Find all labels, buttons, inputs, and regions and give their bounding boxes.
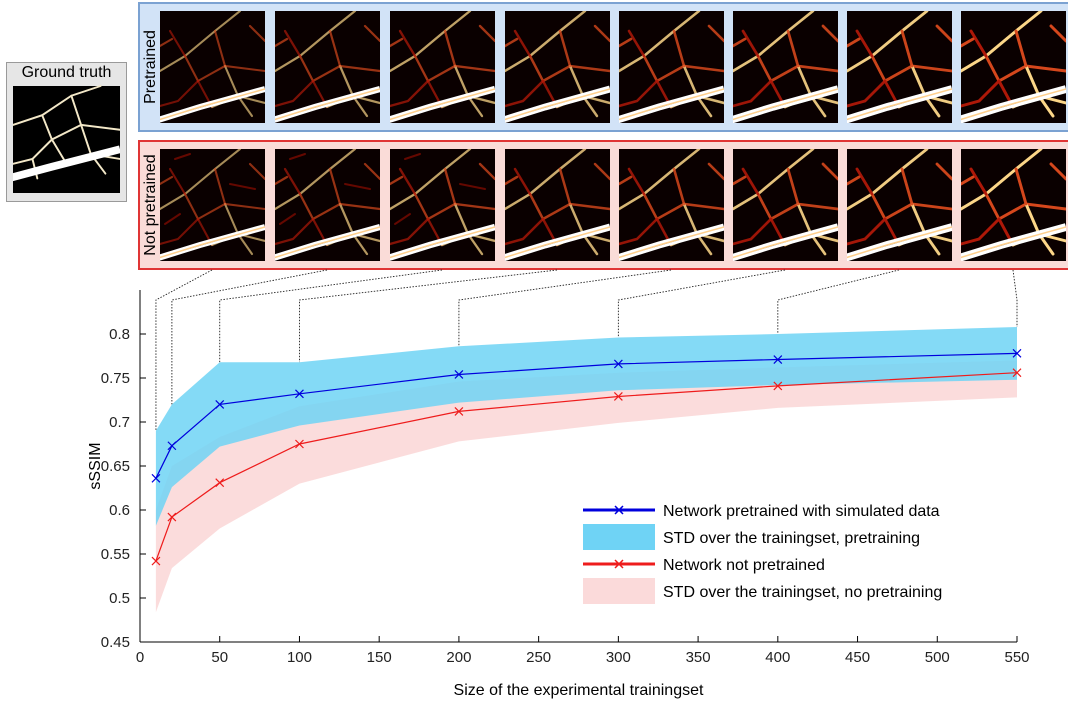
pretrained-point xyxy=(151,473,161,483)
pretrained-reconstruction-tile xyxy=(847,11,952,123)
y-tick-label: 0.8 xyxy=(109,326,130,343)
not-pretrained-reconstruction-tile xyxy=(733,149,838,261)
y-axis-label: sSSIM xyxy=(87,442,104,489)
not-pretrained-reconstruction-tile xyxy=(961,149,1066,261)
pretrained-point xyxy=(215,399,225,409)
connector-line xyxy=(1012,269,1018,327)
y-tick-label: 0.5 xyxy=(109,590,130,607)
pretrained-reconstruction-tile xyxy=(733,11,838,123)
x-tick-label: 450 xyxy=(845,649,870,666)
x-tick-label: 550 xyxy=(1004,649,1029,666)
not-pretrained-point xyxy=(454,407,464,416)
connector-line xyxy=(155,269,213,431)
not-pretrained-point xyxy=(1012,368,1022,378)
connector-line xyxy=(219,269,443,363)
x-tick-label: 50 xyxy=(211,649,228,666)
not-pretrained-reconstruction-tile xyxy=(619,149,724,261)
not-pretrained-strip: Not pretrained xyxy=(138,140,1068,270)
legend-pretrained-band-label: STD over the trainingset, pretraining xyxy=(663,530,920,547)
connector-line xyxy=(777,269,900,334)
x-tick-label: 150 xyxy=(367,649,392,666)
pretrained-point xyxy=(454,370,464,379)
ground-truth-panel: Ground truth xyxy=(6,62,127,202)
pretrained-reconstruction-tile xyxy=(160,11,265,123)
x-tick-label: 0 xyxy=(136,649,144,666)
ground-truth-label: Ground truth xyxy=(21,64,112,81)
not-pretrained-reconstruction-tile xyxy=(847,149,952,261)
x-tick-label: 250 xyxy=(526,649,551,666)
legend-pretrained-line-marker xyxy=(614,505,624,515)
pretrained-line xyxy=(155,352,1018,479)
pretrained-reconstruction-tile xyxy=(275,11,380,123)
legend-pretrained-band-swatch xyxy=(583,524,655,550)
y-tick-label: 0.75 xyxy=(101,370,130,387)
not-pretrained-point xyxy=(613,392,623,401)
legend-not-pretrained-line-marker xyxy=(614,559,624,569)
connector-line xyxy=(617,269,786,338)
y-tick-label: 0.7 xyxy=(109,414,130,431)
not-pretrained-point xyxy=(215,478,225,488)
legend-not-pretrained-band-swatch xyxy=(583,578,655,604)
pretrained-strip: Pretrained xyxy=(138,2,1068,132)
x-tick-label: 100 xyxy=(287,649,312,666)
y-tick-label: 0.65 xyxy=(101,458,130,475)
not-pretrained-line xyxy=(155,372,1018,562)
not-pretrained-point xyxy=(167,512,177,522)
not-pretrained-reconstruction-tile xyxy=(160,149,265,261)
not-pretrained-point xyxy=(295,439,304,449)
not-pretrained-reconstruction-tile xyxy=(390,149,495,261)
pretrained-reconstruction-tile xyxy=(961,11,1066,123)
pretrained-std-band xyxy=(155,327,1017,526)
legend-not-pretrained-line-label: Network not pretrained xyxy=(663,557,825,574)
x-tick-label: 300 xyxy=(606,649,631,666)
legend-not-pretrained-band-label: STD over the trainingset, no pretraining xyxy=(663,584,942,601)
x-tick-label: 200 xyxy=(446,649,471,666)
legend: Network pretrained with simulated data ST… xyxy=(583,503,942,604)
ground-truth-image xyxy=(13,85,120,193)
pretrained-point xyxy=(773,355,783,364)
pretrained-point xyxy=(1012,348,1022,358)
pretrained-point xyxy=(167,441,177,451)
pretrained-point xyxy=(613,359,623,369)
not-pretrained-reconstruction-tile xyxy=(275,149,380,261)
y-tick-label: 0.45 xyxy=(101,634,130,651)
y-tick-label: 0.55 xyxy=(101,546,130,563)
pretrained-reconstruction-tile xyxy=(390,11,495,123)
not-pretrained-point xyxy=(773,381,783,391)
pretrained-reconstruction-tile xyxy=(505,11,610,123)
y-tick-label: 0.6 xyxy=(109,502,130,519)
not-pretrained-reconstruction-tile xyxy=(505,149,610,261)
connector-line xyxy=(458,269,672,347)
not-pretrained-std-band xyxy=(155,360,1017,613)
connector-line xyxy=(299,269,558,363)
x-tick-label: 400 xyxy=(765,649,790,666)
x-tick-label: 500 xyxy=(925,649,950,666)
pretrained-point xyxy=(295,389,304,399)
x-axis-label: Size of the experimental trainingset xyxy=(454,682,704,699)
x-tick-label: 350 xyxy=(686,649,711,666)
legend-pretrained-line-label: Network pretrained with simulated data xyxy=(663,503,940,520)
not-pretrained-point xyxy=(151,556,161,566)
pretrained-reconstruction-tile xyxy=(619,11,724,123)
